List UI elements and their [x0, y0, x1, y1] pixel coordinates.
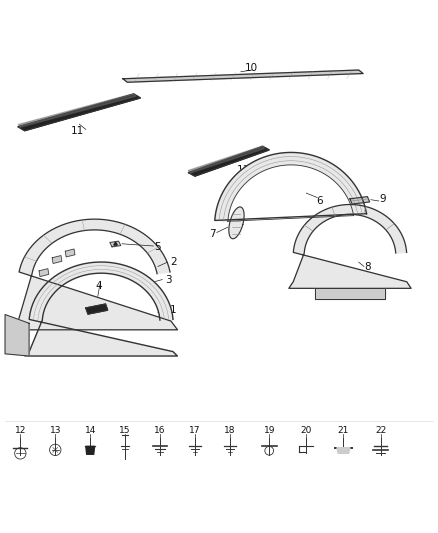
- Polygon shape: [12, 219, 177, 330]
- Polygon shape: [86, 304, 108, 314]
- Text: 9: 9: [379, 194, 386, 204]
- Text: 13: 13: [49, 426, 61, 435]
- Polygon shape: [337, 448, 350, 454]
- Polygon shape: [86, 446, 95, 454]
- Text: 14: 14: [85, 426, 96, 435]
- Text: 3: 3: [166, 274, 172, 285]
- Text: 4: 4: [95, 281, 102, 291]
- Polygon shape: [5, 314, 29, 356]
- Polygon shape: [215, 152, 367, 221]
- Polygon shape: [188, 147, 269, 176]
- Text: 7: 7: [209, 229, 216, 239]
- Text: 17: 17: [189, 426, 201, 435]
- Polygon shape: [18, 94, 136, 127]
- Text: 1: 1: [170, 305, 177, 315]
- Polygon shape: [315, 288, 385, 299]
- Polygon shape: [350, 197, 370, 204]
- Text: 12: 12: [14, 426, 26, 435]
- Text: 15: 15: [120, 426, 131, 435]
- Polygon shape: [229, 207, 244, 239]
- Polygon shape: [110, 241, 121, 247]
- Polygon shape: [289, 205, 411, 288]
- Text: 2: 2: [170, 257, 177, 267]
- Text: 21: 21: [338, 426, 349, 435]
- Polygon shape: [52, 256, 62, 263]
- Text: 6: 6: [316, 196, 323, 206]
- Text: 18: 18: [224, 426, 236, 435]
- Text: 20: 20: [300, 426, 312, 435]
- Polygon shape: [188, 146, 265, 173]
- Polygon shape: [65, 249, 75, 257]
- Polygon shape: [114, 242, 117, 245]
- Text: 8: 8: [364, 262, 371, 271]
- Polygon shape: [123, 70, 363, 82]
- Polygon shape: [39, 269, 49, 277]
- Text: 11: 11: [237, 165, 250, 175]
- Text: 10: 10: [245, 63, 258, 73]
- Text: 16: 16: [154, 426, 166, 435]
- Text: 11: 11: [71, 126, 84, 136]
- Text: 22: 22: [375, 426, 386, 435]
- Text: 5: 5: [155, 242, 161, 252]
- Text: 19: 19: [264, 426, 275, 435]
- Polygon shape: [25, 262, 177, 356]
- Polygon shape: [18, 94, 141, 131]
